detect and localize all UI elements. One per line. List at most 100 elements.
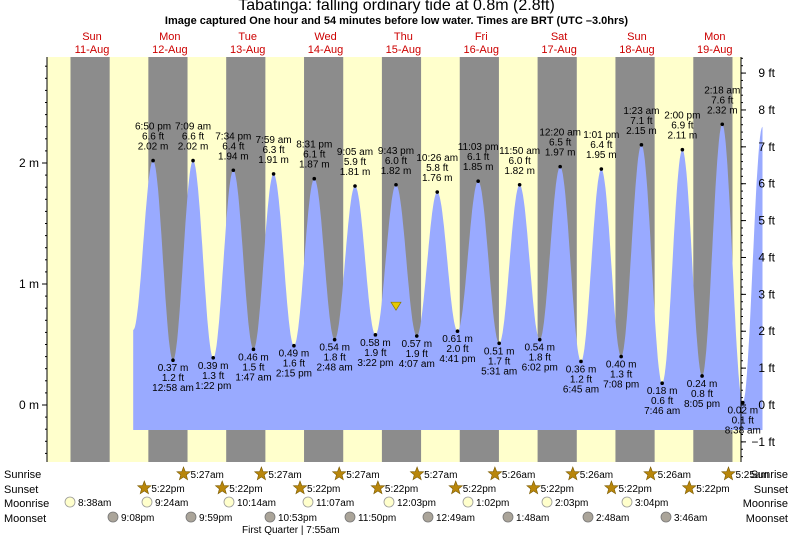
high-tide-label: 6.0 ft xyxy=(508,156,530,167)
high-tide-label: 8:31 pm xyxy=(296,140,332,151)
right-axis-ticks: −1 ft 0 ft 1 ft 2 ft 3 ft 4 ft 5 ft 6 ft 7 ft 8 f… xyxy=(741,57,776,458)
moonrise-moon-icon xyxy=(302,496,314,508)
high-tide-label: 1.85 m xyxy=(463,162,494,173)
moonset-moon-icon xyxy=(344,511,356,523)
moonrise-time: 11:07am xyxy=(316,498,354,509)
sunset-sun-icon xyxy=(136,480,152,495)
sunrise-sun-icon xyxy=(643,466,659,481)
low-tide-label: 0.61 m xyxy=(442,334,473,345)
low-tide-label: 3:22 pm xyxy=(357,358,393,369)
extreme-dot xyxy=(251,347,256,352)
low-tide-label: 4:41 pm xyxy=(439,354,475,365)
high-tide-label: 11:03 pm xyxy=(458,142,499,153)
sunset-row-label: Sunset xyxy=(4,484,38,496)
high-tide-label: 2:18 am xyxy=(704,85,740,96)
sunrise-time: 5:27am xyxy=(346,470,379,481)
high-tide-label: 12:20 am xyxy=(539,128,581,139)
low-tide-label: 1:47 am xyxy=(235,372,271,383)
moonset-moon-icon xyxy=(264,511,276,523)
low-tide-label: 8:38 am xyxy=(725,426,761,437)
day-date: 14‑Aug xyxy=(308,44,343,56)
high-tide-label: 1.76 m xyxy=(422,173,453,184)
day-name: Sat xyxy=(551,31,568,43)
high-tide-label: 9:05 am xyxy=(337,147,373,158)
right-axis-label: 8 ft xyxy=(758,103,775,117)
moonset-row-label-right: Moonset xyxy=(746,513,788,525)
left-axis-ticks: 0 m 1 m 2 m xyxy=(19,65,47,454)
moonrise-row-label-right: Moonrise xyxy=(743,498,788,510)
high-tide-label: 7:59 am xyxy=(256,135,292,146)
low-tide-label: 2:48 am xyxy=(317,363,353,374)
high-tide-label: 6.5 ft xyxy=(549,138,571,149)
low-tide-label: 0.02 m xyxy=(728,406,759,417)
high-tide-label: 1.82 m xyxy=(381,166,412,177)
right-axis-label: 1 ft xyxy=(758,361,775,375)
sunset-sun-icon xyxy=(526,480,542,495)
high-tide-label: 6.1 ft xyxy=(467,152,489,163)
high-tide-label: 1:23 am xyxy=(623,106,659,117)
moonrise-moon-icon xyxy=(141,496,153,508)
high-tide-label: 9:43 pm xyxy=(378,146,414,157)
extreme-dot xyxy=(558,164,562,169)
tide-area xyxy=(133,124,763,431)
day-name: Mon xyxy=(704,31,725,43)
moonset-time: 11:50pm xyxy=(358,513,396,524)
day-name: Mon xyxy=(159,31,180,43)
low-tide-label: 8:05 pm xyxy=(684,399,720,410)
low-tide-label: 0.37 m xyxy=(158,363,189,374)
low-tide-label: 0.54 m xyxy=(524,343,555,354)
moonrise-time: 10:14am xyxy=(237,498,276,509)
sunset-time: 5:22pm xyxy=(541,484,574,495)
extreme-dot xyxy=(353,184,357,188)
moon-phase-label: First Quarter | 7:55am xyxy=(242,525,340,536)
sunrise-time: 5:26am xyxy=(658,470,691,481)
high-tide-label: 6.6 ft xyxy=(142,132,164,143)
low-tide-label: 1.9 ft xyxy=(364,348,386,359)
extreme-dot xyxy=(171,358,175,363)
moonrise-time: 8:38am xyxy=(78,498,111,509)
sunset-time: 5:22pm xyxy=(307,484,340,495)
high-tide-label: 6:50 pm xyxy=(135,122,171,133)
sunrise-time: 5:27am xyxy=(424,470,457,481)
extreme-dot xyxy=(231,168,236,173)
low-tide-label: 1.7 ft xyxy=(488,356,510,367)
sunrise-row-label: Sunrise xyxy=(4,469,41,481)
sunrise-sun-icon xyxy=(253,466,269,481)
night-band xyxy=(70,57,110,462)
moonset-time: 9:08pm xyxy=(121,513,154,524)
left-axis-label: 1 m xyxy=(19,277,39,291)
extreme-dot xyxy=(394,182,398,187)
low-tide-label: 1.3 ft xyxy=(610,370,632,381)
moonset-time: 10:53pm xyxy=(278,513,317,524)
extreme-dot xyxy=(211,356,216,360)
sunset-time: 5:22pm xyxy=(229,484,262,495)
sunrise-sun-icon xyxy=(720,466,736,481)
day-date: 15‑Aug xyxy=(386,44,421,56)
extreme-dot xyxy=(700,374,704,378)
low-tide-label: 0.40 m xyxy=(606,360,637,371)
high-tide-label: 6.1 ft xyxy=(303,150,325,161)
extreme-dot xyxy=(579,359,583,364)
low-tide-label: 5:31 am xyxy=(481,366,517,377)
moonrise-moon-icon xyxy=(223,496,235,508)
high-tide-label: 6.9 ft xyxy=(671,121,693,132)
moonset-time: 3:46am xyxy=(674,513,707,524)
sunset-sun-icon xyxy=(214,480,230,495)
day-name: Sun xyxy=(82,31,102,43)
low-tide-label: 0.24 m xyxy=(687,379,718,390)
extreme-dot xyxy=(537,337,542,342)
high-tide-label: 2.32 m xyxy=(707,105,738,116)
low-tide-label: 1.6 ft xyxy=(283,359,305,370)
extreme-dot xyxy=(517,182,522,187)
extreme-dot xyxy=(151,158,155,163)
moonrise-moon-icon xyxy=(621,496,633,508)
sunset-time: 5:22pm xyxy=(385,484,418,495)
day-labels: Sun11‑AugMon12‑AugTue13‑AugWed14‑AugThu1… xyxy=(75,31,733,56)
extreme-dot xyxy=(476,179,480,183)
high-tide-label: 7.1 ft xyxy=(630,116,652,127)
low-tide-label: 0.39 m xyxy=(198,361,229,372)
right-axis-label: 0 ft xyxy=(758,398,775,412)
low-tide-label: 7:46 am xyxy=(644,406,680,417)
extreme-dot xyxy=(312,176,317,181)
low-tide-label: 12:58 am xyxy=(152,383,194,394)
